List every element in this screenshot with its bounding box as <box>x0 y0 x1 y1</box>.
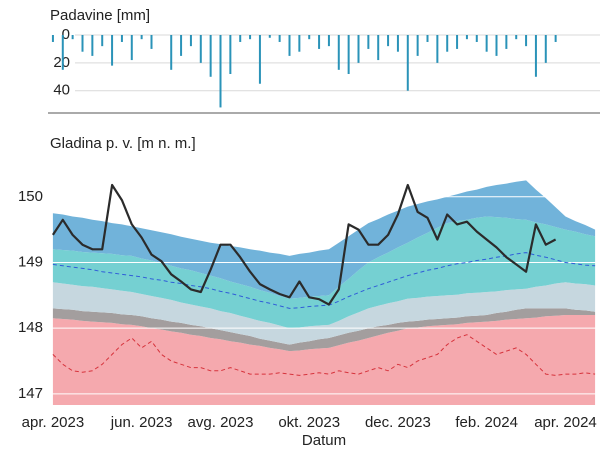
x-axis-label: Datum <box>302 432 346 449</box>
bar <box>377 35 380 61</box>
band-area <box>52 308 596 352</box>
bar <box>239 35 242 42</box>
bar <box>298 35 301 52</box>
x-tick-label: okt. 2023 <box>278 414 340 431</box>
y-tick-label: 0 <box>62 26 70 43</box>
y-tick-label: 150 <box>18 188 43 205</box>
x-tick-label: apr. 2024 <box>534 414 597 431</box>
bar <box>130 35 133 61</box>
bar <box>515 35 518 40</box>
bar <box>436 35 439 63</box>
bar <box>475 35 478 42</box>
band-area <box>52 180 596 299</box>
bar <box>170 35 173 70</box>
bar <box>120 35 123 42</box>
y-tick-label: 20 <box>53 54 70 71</box>
y-tick-label: 147 <box>18 385 43 402</box>
bar <box>426 35 429 42</box>
bar <box>406 35 409 91</box>
x-tick-label: feb. 2024 <box>455 414 518 431</box>
y-tick-label: 148 <box>18 319 43 336</box>
band-area <box>52 216 596 329</box>
bar <box>327 35 330 47</box>
bar <box>71 35 74 40</box>
bar <box>180 35 183 56</box>
bar <box>396 35 399 52</box>
bar <box>81 35 84 52</box>
bar <box>101 35 104 47</box>
bar <box>51 35 54 42</box>
x-tick-label: apr. 2023 <box>22 414 85 431</box>
bar <box>416 35 419 56</box>
bar <box>249 35 252 40</box>
bar <box>318 35 321 49</box>
bar <box>456 35 459 49</box>
x-tick-label: avg. 2023 <box>188 414 254 431</box>
bar <box>525 35 528 47</box>
bar <box>288 35 291 56</box>
bar <box>219 35 222 108</box>
bar <box>199 35 202 63</box>
bar <box>337 35 340 70</box>
bar <box>140 35 143 40</box>
bar <box>495 35 498 56</box>
x-tick-label: jun. 2023 <box>110 414 173 431</box>
bar <box>308 35 311 40</box>
bar <box>91 35 94 56</box>
series-line <box>52 334 596 376</box>
bar <box>347 35 350 74</box>
chart-title: Padavine [mm] <box>50 7 150 24</box>
bar <box>554 35 557 42</box>
bar <box>357 35 360 63</box>
bar <box>189 35 192 47</box>
x-tick-label: dec. 2023 <box>365 414 431 431</box>
band-area <box>52 282 596 345</box>
chart-title: Gladina p. v. [m n. m.] <box>50 135 196 152</box>
bar <box>111 35 114 66</box>
bar <box>278 35 281 42</box>
bar <box>505 35 508 49</box>
bar <box>446 35 449 52</box>
y-tick-label: 149 <box>18 253 43 270</box>
bar <box>209 35 212 77</box>
bar <box>544 35 547 63</box>
y-tick-label: 40 <box>53 82 70 99</box>
bar <box>485 35 488 52</box>
bar <box>268 35 271 38</box>
bar <box>150 35 153 49</box>
bar <box>387 35 390 47</box>
bar <box>61 35 64 70</box>
bar <box>258 35 261 84</box>
bar <box>229 35 232 74</box>
bar <box>367 35 370 49</box>
series-line <box>51 183 557 306</box>
bar <box>465 35 468 40</box>
bar <box>534 35 537 77</box>
